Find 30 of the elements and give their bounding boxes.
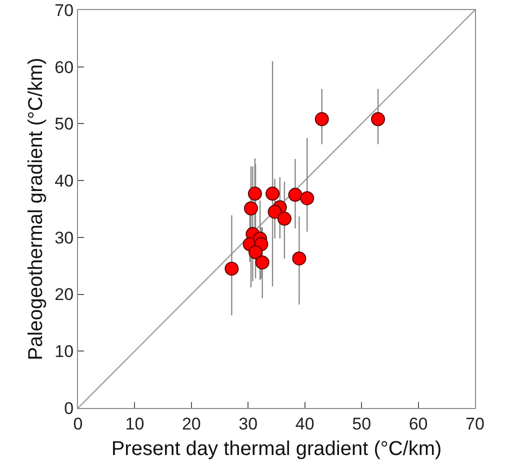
y-tick-label: 30 bbox=[54, 228, 74, 248]
point bbox=[268, 204, 282, 219]
x-tick-label: 70 bbox=[466, 414, 484, 434]
y-tick-label: 0 bbox=[64, 398, 74, 418]
x-tick-label: 40 bbox=[295, 414, 314, 434]
point bbox=[288, 188, 302, 202]
point bbox=[255, 255, 270, 270]
y-tick-label: 70 bbox=[54, 0, 74, 20]
y-tick-label: 10 bbox=[54, 342, 74, 362]
y-tick-label: 50 bbox=[54, 114, 74, 134]
y-tick-label: 20 bbox=[54, 285, 74, 304]
x-tick-label: 60 bbox=[408, 414, 428, 434]
x-tick-label: 30 bbox=[238, 414, 258, 434]
point bbox=[314, 112, 329, 126]
point bbox=[277, 212, 292, 226]
point bbox=[244, 201, 258, 216]
point bbox=[224, 262, 239, 276]
y-tick-label: 40 bbox=[54, 172, 74, 191]
y-axis-title: Paleogeothermal gradient (°C/km) bbox=[25, 58, 48, 360]
point bbox=[371, 112, 386, 126]
point bbox=[292, 251, 306, 266]
x-axis-title: Present day thermal gradient (°C/km) bbox=[111, 438, 442, 460]
y-tick-label: 60 bbox=[54, 58, 74, 77]
point bbox=[248, 245, 263, 260]
x-tick-label: 10 bbox=[125, 414, 144, 434]
x-tick-label: 50 bbox=[352, 414, 372, 434]
point bbox=[248, 186, 262, 201]
point bbox=[266, 186, 280, 201]
x-tick-label: 20 bbox=[182, 414, 201, 434]
point bbox=[300, 191, 314, 206]
